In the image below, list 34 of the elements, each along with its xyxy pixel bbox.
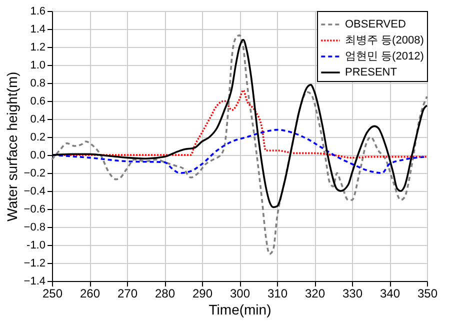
x-tick-label: 290	[192, 286, 213, 300]
legend-label: PRESENT	[345, 66, 398, 78]
y-axis-title: Water surface height(m)	[4, 72, 20, 222]
y-tick-label: −0.4	[24, 186, 46, 198]
y-tick-label: 1.0	[30, 60, 46, 72]
x-tick-label: 320	[304, 286, 326, 300]
x-tick-label: 330	[342, 286, 363, 300]
y-tick-label: -1.0	[26, 240, 46, 252]
legend-label: 엄현민 등(2012)	[345, 50, 424, 62]
y-tick-label: 1.2	[30, 42, 46, 54]
x-tick-label: 260	[80, 286, 100, 300]
y-tick-label: −1.2	[24, 258, 46, 270]
x-tick-label: 340	[380, 286, 400, 300]
y-tick-label: −1.4	[24, 276, 46, 288]
line-series	[51, 34, 428, 255]
y-tick-label: 1.4	[30, 24, 46, 36]
y-tick-label: 0.6	[30, 96, 46, 108]
y-tick-label: −0.2	[24, 168, 46, 180]
x-tick-label: 270	[117, 286, 138, 300]
x-axis-title: Time(min)	[208, 302, 272, 318]
y-tick-label: 0.4	[30, 114, 46, 126]
y-tick-label: 1.6	[30, 6, 46, 18]
x-tick-label: 300	[230, 286, 250, 300]
x-tick-label: 350	[417, 286, 438, 300]
legend-label: 최병주 등(2008)	[345, 34, 424, 46]
y-tick-label: −0.6	[24, 204, 46, 216]
y-tick-label: 0.8	[30, 78, 46, 90]
y-tick-label: −0.8	[24, 222, 46, 234]
y-tick-label: 0.0	[30, 150, 46, 162]
x-tick-label: 310	[267, 286, 288, 300]
x-tick-label: 280	[154, 286, 176, 300]
x-tick-label: 250	[42, 286, 63, 300]
legend-label: OBSERVED	[345, 18, 406, 30]
y-tick-label: 0.2	[30, 132, 46, 144]
